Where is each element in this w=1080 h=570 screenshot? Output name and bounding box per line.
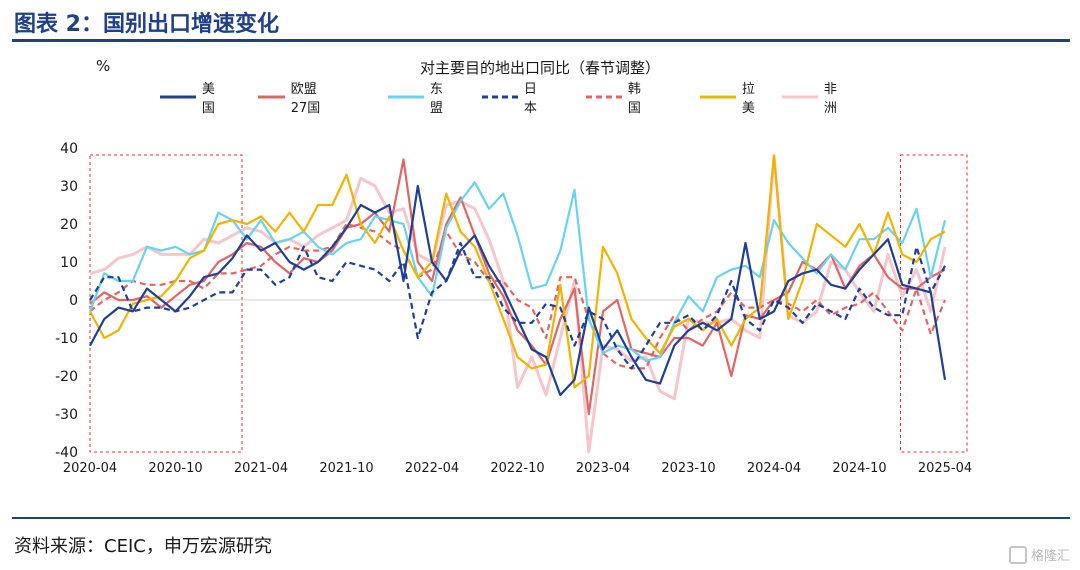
- series-line-0: [89, 184, 947, 397]
- x-tick-label: 2020-10: [148, 461, 202, 476]
- series-line-3: [89, 241, 946, 370]
- series-line-5: [89, 154, 946, 389]
- y-tick-label: -40: [55, 445, 78, 461]
- legend-swatch: [586, 95, 622, 99]
- chart-title: 对主要目的地出口同比（春节调整）: [419, 59, 660, 77]
- highlight-box: [900, 154, 968, 453]
- legend-label: 欧盟27国: [290, 82, 321, 116]
- legend-item: 拉美: [700, 82, 763, 116]
- source-rule: [12, 517, 1070, 519]
- y-tick-label: -20: [55, 369, 78, 385]
- x-tick-label: 2021-10: [319, 461, 373, 476]
- legend-label: 拉美: [741, 82, 755, 116]
- x-tick-label: 2020-04: [63, 461, 117, 476]
- watermark-text: 格隆汇: [1030, 549, 1070, 564]
- legend-swatch: [388, 95, 424, 99]
- highlight-box: [89, 154, 243, 453]
- series-line-1: [89, 158, 946, 416]
- legend-label: 日本: [523, 82, 537, 116]
- x-tick-label: 2021-04: [234, 461, 288, 476]
- legend-label: 东盟: [429, 82, 443, 116]
- y-tick-label: 0: [69, 293, 78, 309]
- legend-item: 韩国: [586, 82, 649, 116]
- x-tick-label: 2024-04: [747, 461, 801, 476]
- legend-swatch: [160, 95, 196, 99]
- legend-swatch: [782, 95, 818, 99]
- legend-item: 日本: [482, 82, 545, 116]
- legend-label: 美国: [201, 82, 215, 116]
- watermark: 格隆汇: [1008, 545, 1070, 564]
- y-tick-label: 20: [60, 217, 78, 233]
- x-tick-label: 2022-04: [405, 461, 459, 476]
- series-line-6: [89, 154, 947, 454]
- source-note: 资料来源：CEIC，申万宏源研究: [14, 536, 272, 557]
- y-unit-label: %: [96, 57, 111, 75]
- legend-item: 欧盟27国: [258, 82, 325, 116]
- legend-item: 东盟: [388, 82, 451, 116]
- legend-item: 美国: [160, 82, 223, 116]
- x-tick-label: 2024-10: [832, 461, 886, 476]
- legend-label: 非洲: [823, 82, 837, 116]
- y-tick-label: 30: [60, 179, 78, 195]
- legend-swatch: [700, 95, 736, 99]
- y-tick-label: 40: [60, 141, 78, 157]
- x-tick-label: 2025-04: [918, 461, 972, 476]
- x-tick-label: 2023-04: [576, 461, 630, 476]
- figure-title: 图表 2：国别出口增速变化: [14, 12, 279, 37]
- y-tick-label: 10: [60, 255, 78, 271]
- x-tick-label: 2023-10: [661, 461, 715, 476]
- series-line-4: [89, 222, 947, 370]
- title-rule: [12, 39, 1070, 42]
- legend-swatch: [258, 95, 285, 99]
- legend-item: 非洲: [782, 82, 845, 116]
- legend-swatch: [482, 95, 518, 99]
- watermark-logo-icon: [1008, 545, 1027, 564]
- y-tick-label: -30: [55, 407, 78, 423]
- x-tick-label: 2022-10: [490, 461, 544, 476]
- legend-label: 韩国: [627, 82, 641, 116]
- y-tick-label: -10: [55, 331, 78, 347]
- series-line-2: [88, 181, 947, 362]
